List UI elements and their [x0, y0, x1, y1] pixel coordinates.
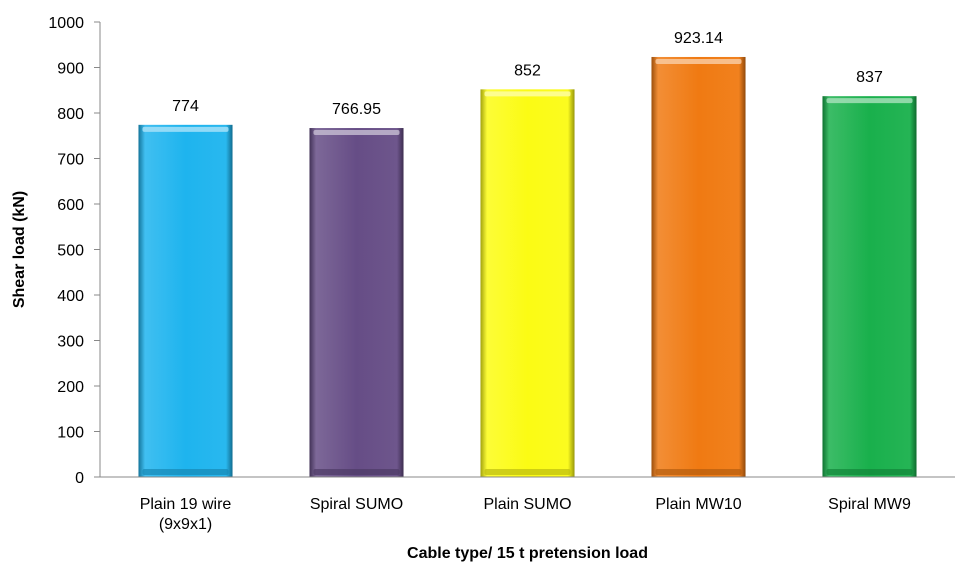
y-tick-label: 700: [57, 152, 84, 169]
y-axis-ticks: 0 100 200 300 400 500 600 700 800 900 1000: [48, 15, 100, 487]
bar: [651, 56, 746, 477]
y-axis-title: Shear load (kN): [11, 191, 28, 308]
bar-bottom-shade: [484, 469, 571, 475]
x-tick-label: Spiral MW9: [828, 496, 911, 513]
x-tick-label: Plain MW10: [655, 496, 741, 513]
bar-bottom-shade: [655, 469, 742, 475]
bar-top-highlight: [313, 130, 400, 136]
bar-body: [138, 124, 233, 477]
bar-top-highlight: [826, 98, 913, 104]
bar-bottom-shade: [313, 469, 400, 475]
data-labels: 774 766.95 852 923.14 837: [172, 30, 883, 118]
bar: [138, 124, 233, 477]
y-tick-label: 900: [57, 61, 84, 78]
y-tick-label: 800: [57, 106, 84, 123]
data-label: 774: [172, 98, 199, 115]
bar-bottom-shade: [142, 469, 229, 475]
y-tick-label: 400: [57, 288, 84, 305]
x-axis-category-labels: Plain 19 wire (9x9x1) Spiral SUMO Plain SUM…: [140, 496, 911, 533]
bar-body: [309, 128, 404, 477]
bars: [138, 56, 917, 477]
x-tick-label: Plain SUMO: [483, 496, 571, 513]
y-tick-label: 500: [57, 243, 84, 260]
x-axis-title: Cable type/ 15 t pretension load: [407, 545, 648, 562]
y-tick-label: 0: [75, 470, 84, 487]
data-label: 766.95: [332, 101, 381, 118]
y-tick-label: 300: [57, 334, 84, 351]
bar-body: [480, 89, 575, 477]
y-tick-label: 200: [57, 379, 84, 396]
data-label: 923.14: [674, 30, 723, 47]
bar-body: [651, 56, 746, 477]
y-tick-label: 100: [57, 425, 84, 442]
bar: [822, 96, 917, 477]
bar: [309, 128, 404, 477]
x-tick-label: Plain 19 wire (9x9x1): [140, 496, 232, 533]
data-label: 852: [514, 62, 541, 79]
bar-top-highlight: [655, 58, 742, 64]
bar-top-highlight: [484, 91, 571, 97]
y-tick-label: 1000: [48, 15, 84, 32]
y-tick-label: 600: [57, 197, 84, 214]
bar-top-highlight: [142, 126, 229, 132]
bar-bottom-shade: [826, 469, 913, 475]
bar: [480, 89, 575, 477]
data-label: 837: [856, 69, 883, 86]
bar-body: [822, 96, 917, 477]
x-tick-label: Spiral SUMO: [310, 496, 403, 513]
